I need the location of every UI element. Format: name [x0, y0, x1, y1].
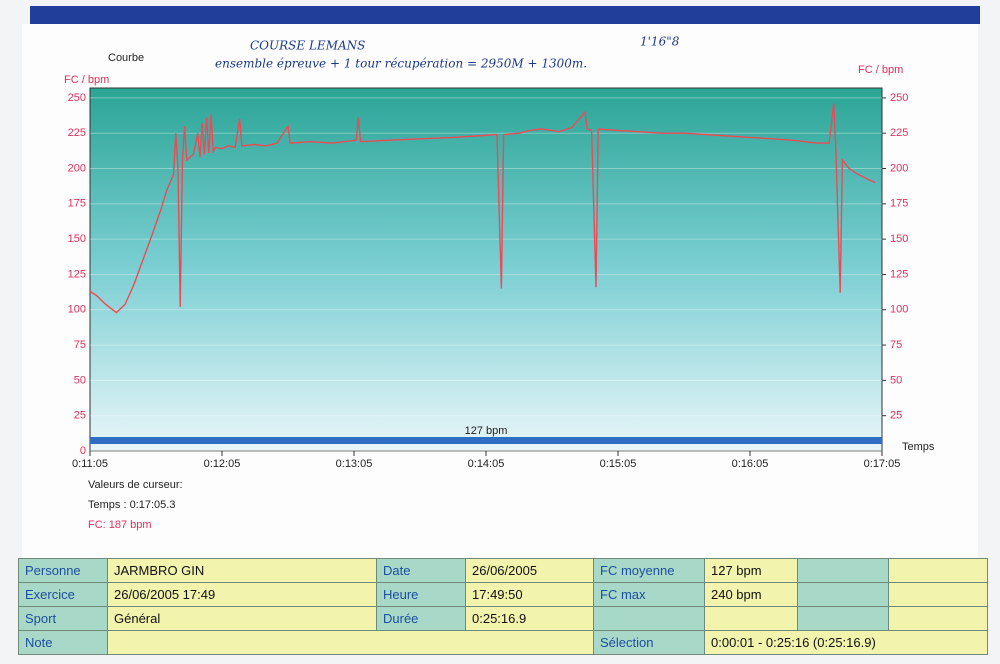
- cell: JARMBRO GIN: [107, 558, 377, 583]
- x-tick-label: 0:15:05: [600, 458, 637, 470]
- cursor-hr: FC: 187 bpm: [88, 519, 152, 531]
- y2-tick-label: 25: [890, 410, 902, 422]
- y-axis-title: FC / bpm: [64, 74, 109, 86]
- y2-tick-label: 75: [890, 339, 902, 351]
- cell: 0:00:01 - 0:25:16 (0:25:16.9): [704, 630, 988, 655]
- cell: [888, 606, 988, 631]
- x-tick-label: 0:16:05: [732, 458, 769, 470]
- cell: FC moyenne: [593, 558, 705, 583]
- cell: Heure: [376, 582, 466, 607]
- average-bar: [90, 437, 882, 444]
- chart-label: Courbe: [108, 52, 144, 64]
- y2-tick-label: 150: [890, 233, 908, 245]
- x-axis-title: Temps: [902, 441, 935, 453]
- cell: Sport: [18, 606, 108, 631]
- cell: [797, 606, 889, 631]
- cell: [797, 558, 889, 583]
- cell: Exercice: [18, 582, 108, 607]
- cursor-time: Temps : 0:17:05.3: [88, 499, 175, 511]
- cell: 240 bpm: [704, 582, 798, 607]
- cell: [704, 606, 798, 631]
- y2-tick-label: 50: [890, 374, 902, 386]
- y-tick-label: 125: [68, 268, 86, 280]
- cell: Sélection: [593, 630, 705, 655]
- annotation: 127 bpm: [465, 425, 508, 437]
- cell: Durée: [376, 606, 466, 631]
- cell: Note: [18, 630, 108, 655]
- cell: 26/06/2005: [465, 558, 594, 583]
- x-tick-label: 0:14:05: [468, 458, 505, 470]
- y-tick-label: 200: [68, 162, 86, 174]
- y2-tick-label: 225: [890, 127, 908, 139]
- cell: Personne: [18, 558, 108, 583]
- cell: [107, 630, 594, 655]
- y-tick-label: 150: [68, 233, 86, 245]
- x-tick-label: 0:12:05: [204, 458, 241, 470]
- cell: FC max: [593, 582, 705, 607]
- y2-tick-label: 175: [890, 198, 908, 210]
- y-tick-label: 100: [68, 304, 86, 316]
- cell: [593, 606, 705, 631]
- y-tick-label: 25: [74, 410, 86, 422]
- y2-tick-label: 125: [890, 268, 908, 280]
- y-tick-label: 50: [74, 374, 86, 386]
- cell: [797, 582, 889, 607]
- y-tick-label: 175: [68, 198, 86, 210]
- y-tick-label: 75: [74, 339, 86, 351]
- x-tick-label: 0:11:05: [72, 458, 108, 470]
- hr-line: [89, 103, 876, 314]
- cell: 127 bpm: [704, 558, 798, 583]
- folder-edge: [30, 6, 980, 24]
- y-tick-label: 0: [80, 445, 86, 457]
- cell: Général: [107, 606, 377, 631]
- x-tick-label: 0:17:05: [864, 458, 901, 470]
- x-tick-label: 0:13:05: [336, 458, 373, 470]
- summary-table: Personne JARMBRO GIN Date 26/06/2005 FC …: [18, 558, 988, 655]
- cell: [888, 582, 988, 607]
- cell: Date: [376, 558, 466, 583]
- handwritten-title: COURSE LEMANS: [250, 39, 365, 53]
- y2-tick-label: 200: [890, 162, 908, 174]
- y-tick-label: 225: [68, 127, 86, 139]
- chart: Courbe COURSE LEMANS 1'16"8 ensemble épr…: [30, 6, 980, 531]
- y-tick-label: 250: [68, 92, 86, 104]
- cell: 0:25:16.9: [465, 606, 594, 631]
- handwritten-time: 1'16"8: [640, 35, 680, 49]
- y2-tick-label: 100: [890, 304, 908, 316]
- cell: [888, 558, 988, 583]
- handwritten-note: ensemble épreuve + 1 tour récupération =…: [215, 57, 587, 71]
- y2-tick-label: 250: [890, 92, 908, 104]
- cell: 26/06/2005 17:49: [107, 582, 377, 607]
- cursor-title: Valeurs de curseur:: [88, 479, 183, 491]
- y2-axis-title: FC / bpm: [858, 64, 903, 76]
- cell: 17:49:50: [465, 582, 594, 607]
